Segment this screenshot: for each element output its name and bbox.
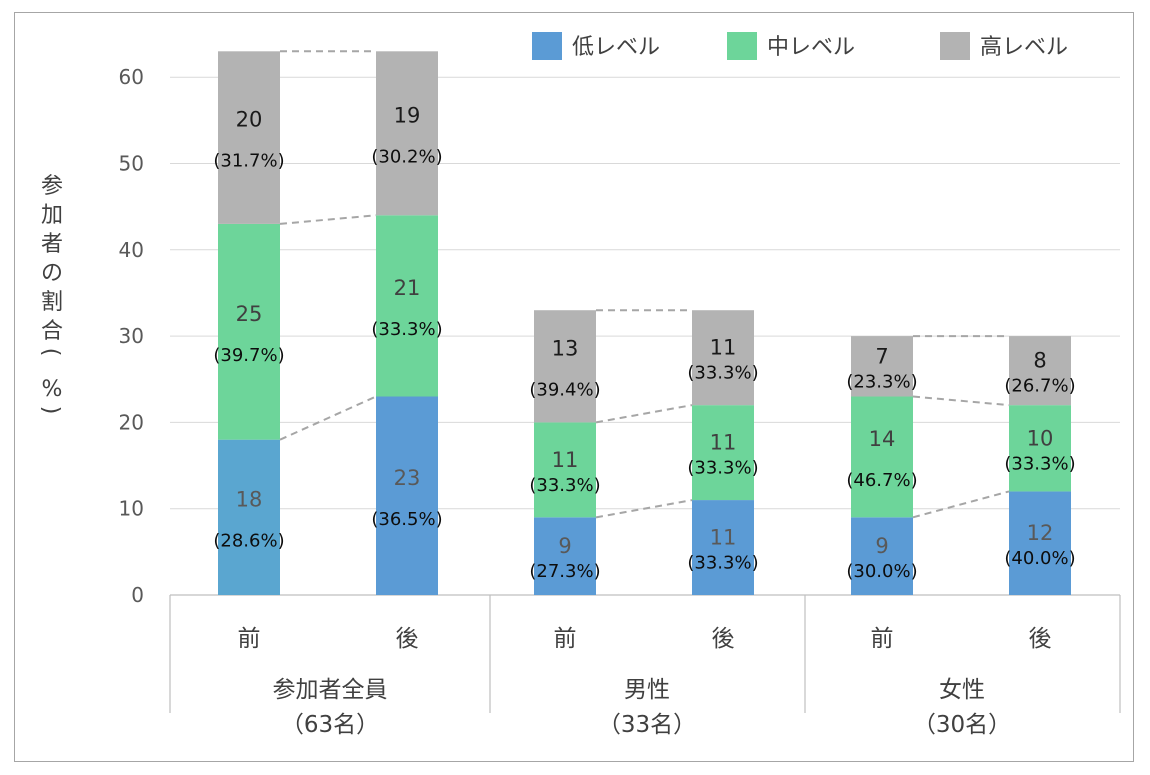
- group-label: 女性: [939, 677, 985, 703]
- x-tick-label: 後: [1029, 626, 1052, 652]
- data-label-percent: (23.3%): [846, 371, 917, 392]
- data-label-percent: (33.3%): [687, 363, 758, 384]
- connector-line: [912, 490, 1010, 519]
- y-axis-label-char: 参: [41, 174, 63, 199]
- data-label-value: 20: [236, 108, 263, 132]
- bar-segment-high: [851, 336, 913, 397]
- group-size-label: （63名）: [281, 712, 379, 738]
- legend-label: 低レベル: [572, 35, 660, 60]
- y-axis-label-char: の: [41, 261, 63, 286]
- bar-segment-high: [376, 51, 438, 216]
- x-tick-label: 後: [712, 626, 735, 652]
- y-axis-label-char: %: [42, 377, 63, 402]
- data-label-value: 14: [869, 427, 896, 451]
- y-axis-label-char: ): [38, 406, 63, 415]
- data-label-percent: (33.3%): [529, 475, 600, 496]
- data-label-percent: (46.7%): [846, 470, 917, 491]
- bar-segment-mid: [1009, 405, 1071, 492]
- bar-segment-low: [1009, 491, 1071, 595]
- y-axis-label-char: 割: [41, 290, 63, 315]
- connector-line: [595, 499, 693, 519]
- data-label-value: 19: [394, 103, 421, 127]
- data-label-percent: (39.7%): [213, 345, 284, 366]
- data-label-percent: (27.3%): [529, 561, 600, 582]
- bar-segment-mid: [692, 405, 754, 501]
- data-label-value: 25: [236, 302, 263, 326]
- bar-segment-high: [218, 51, 280, 224]
- bar-segment-high: [1009, 336, 1071, 406]
- data-label-value: 8: [1033, 349, 1046, 373]
- data-label-value: 9: [558, 534, 571, 558]
- bar-segment-mid: [376, 215, 438, 397]
- data-label-percent: (39.4%): [529, 379, 600, 400]
- connector-line: [912, 395, 1010, 407]
- connector-line: [279, 395, 377, 441]
- data-label-value: 13: [552, 336, 579, 360]
- y-tick-label: 30: [119, 324, 144, 348]
- data-label-value: 7: [875, 344, 888, 368]
- legend-swatch: [532, 32, 562, 60]
- legend-label: 高レベル: [980, 35, 1068, 60]
- x-tick-label: 前: [554, 626, 577, 652]
- group-size-label: （30名）: [913, 712, 1011, 738]
- bar-segment-low: [534, 517, 596, 595]
- y-tick-label: 10: [119, 497, 144, 521]
- data-label-percent: (30.2%): [371, 146, 442, 167]
- group-label: 参加者全員: [273, 677, 388, 703]
- bar-segment-low: [376, 396, 438, 595]
- data-label-percent: (28.6%): [213, 530, 284, 551]
- bar-segment-low: [692, 500, 754, 595]
- connector-line: [595, 404, 693, 424]
- group-size-label: （33名）: [598, 712, 696, 738]
- data-label-percent: (26.7%): [1004, 376, 1075, 397]
- connector-line: [279, 214, 377, 225]
- data-label-value: 11: [710, 526, 737, 550]
- data-label-percent: (33.3%): [1004, 453, 1075, 474]
- legend-swatch: [727, 32, 757, 60]
- bar-segment-high: [692, 310, 754, 406]
- y-axis-label-char: (: [38, 348, 63, 357]
- data-label-value: 11: [710, 336, 737, 360]
- data-label-value: 10: [1027, 426, 1054, 450]
- group-label: 男性: [624, 677, 670, 703]
- data-label-value: 18: [236, 487, 263, 511]
- y-tick-label: 60: [119, 65, 144, 89]
- x-tick-label: 前: [238, 626, 261, 652]
- data-label-percent: (36.5%): [371, 509, 442, 530]
- data-label-percent: (33.3%): [371, 319, 442, 340]
- x-tick-label: 前: [871, 626, 894, 652]
- bar-segment-low: [218, 439, 280, 595]
- data-label-value: 12: [1027, 521, 1054, 545]
- y-axis-label-char: 加: [41, 203, 63, 228]
- bar-segment-high: [534, 310, 596, 423]
- data-label-percent: (30.0%): [846, 561, 917, 582]
- data-label-percent: (33.3%): [687, 458, 758, 479]
- bar-segment-low: [851, 517, 913, 595]
- bar-segment-mid: [851, 396, 913, 518]
- data-label-percent: (33.3%): [687, 553, 758, 574]
- y-tick-label: 0: [131, 583, 144, 607]
- y-axis-label-char: 者: [41, 232, 63, 257]
- data-label-percent: (40.0%): [1004, 548, 1075, 569]
- data-label-value: 21: [394, 276, 421, 300]
- y-tick-label: 50: [119, 152, 144, 176]
- y-tick-label: 20: [119, 410, 144, 434]
- data-label-percent: (31.7%): [213, 151, 284, 172]
- data-label-value: 9: [875, 534, 888, 558]
- bar-segment-mid: [218, 223, 280, 440]
- data-label-value: 11: [552, 448, 579, 472]
- legend-swatch: [940, 32, 970, 60]
- data-label-value: 11: [710, 431, 737, 455]
- legend-label: 中レベル: [767, 35, 855, 60]
- y-tick-label: 40: [119, 238, 144, 262]
- data-label-value: 23: [394, 466, 421, 490]
- x-tick-label: 後: [396, 626, 419, 652]
- bar-segment-mid: [534, 422, 596, 518]
- y-axis-label-char: 合: [41, 319, 63, 344]
